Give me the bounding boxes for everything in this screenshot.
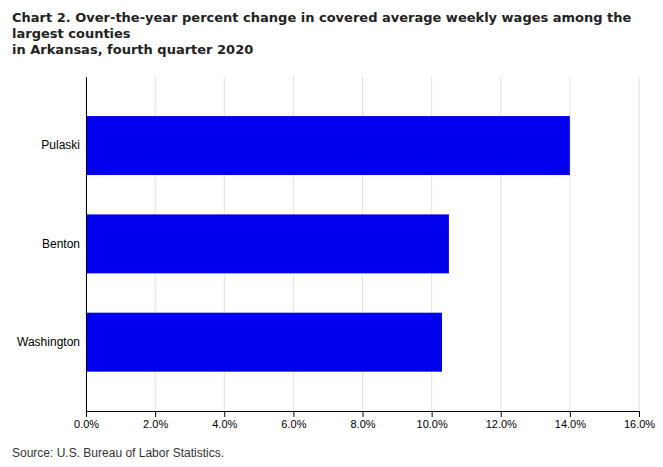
x-tick-mark <box>155 411 156 417</box>
grid <box>86 77 639 411</box>
x-tick-mark <box>501 411 502 417</box>
x-tick-label: 12.0% <box>486 418 517 430</box>
grid-line <box>639 77 640 411</box>
bars <box>86 116 570 372</box>
bar <box>86 313 442 372</box>
title-line: in Arkansas, fourth quarter 2020 <box>12 42 253 57</box>
x-tick-label: 8.0% <box>350 418 375 430</box>
x-tick-label: 2.0% <box>143 418 168 430</box>
x-tick-label: 14.0% <box>555 418 586 430</box>
x-tick: 10.0% <box>417 411 448 430</box>
bar <box>86 214 449 273</box>
x-tick-mark <box>363 411 364 417</box>
x-tick: 2.0% <box>143 411 168 430</box>
x-axis-line <box>87 412 640 418</box>
title-line: Chart 2. Over-the-year percent change in… <box>12 10 632 25</box>
x-tick: 16.0% <box>624 411 655 430</box>
x-tick-mark <box>639 411 640 417</box>
x-tick-mark <box>86 411 87 417</box>
x-axis: 0.0% 2.0% 4.0% 6.0% 8.0% 10.0% 12.0% 14.0% 16.0% <box>74 411 655 430</box>
x-tick-label: 16.0% <box>624 418 655 430</box>
x-tick: 0.0% <box>74 411 99 430</box>
x-tick-mark <box>432 411 433 417</box>
source: Source: U.S. Bureau of Labor Statistics. <box>12 446 224 460</box>
plot: 0.0% 2.0% 4.0% 6.0% 8.0% 10.0% 12.0% 14.0% 16.0%… <box>17 77 655 430</box>
y-tick-label: Pulaski <box>41 138 80 152</box>
y-tick: Benton <box>42 237 86 251</box>
y-tick: Washington <box>17 335 86 349</box>
y-tick-label: Benton <box>42 237 80 251</box>
x-tick: 14.0% <box>555 411 586 430</box>
x-tick: 4.0% <box>212 411 237 430</box>
y-axis: Washington Benton Pulaski <box>17 77 86 411</box>
chart: Chart 2. Over-the-year percent change in… <box>0 0 663 467</box>
grid-line <box>86 77 87 411</box>
x-tick-mark <box>293 411 294 417</box>
x-tick-label: 0.0% <box>74 418 99 430</box>
title-line: largest counties <box>12 26 131 41</box>
y-tick: Pulaski <box>41 138 86 152</box>
x-tick-label: 4.0% <box>212 418 237 430</box>
bar <box>86 116 570 175</box>
y-axis-line <box>86 77 87 411</box>
x-tick-mark <box>224 411 225 417</box>
x-tick-label: 6.0% <box>281 418 306 430</box>
x-tick: 8.0% <box>350 411 375 430</box>
title: Chart 2. Over-the-year percent change in… <box>12 10 632 58</box>
x-tick: 12.0% <box>486 411 517 430</box>
x-tick-label: 10.0% <box>417 418 448 430</box>
x-tick-mark <box>570 411 571 417</box>
y-tick-label: Washington <box>17 335 80 349</box>
x-tick: 6.0% <box>281 411 306 430</box>
